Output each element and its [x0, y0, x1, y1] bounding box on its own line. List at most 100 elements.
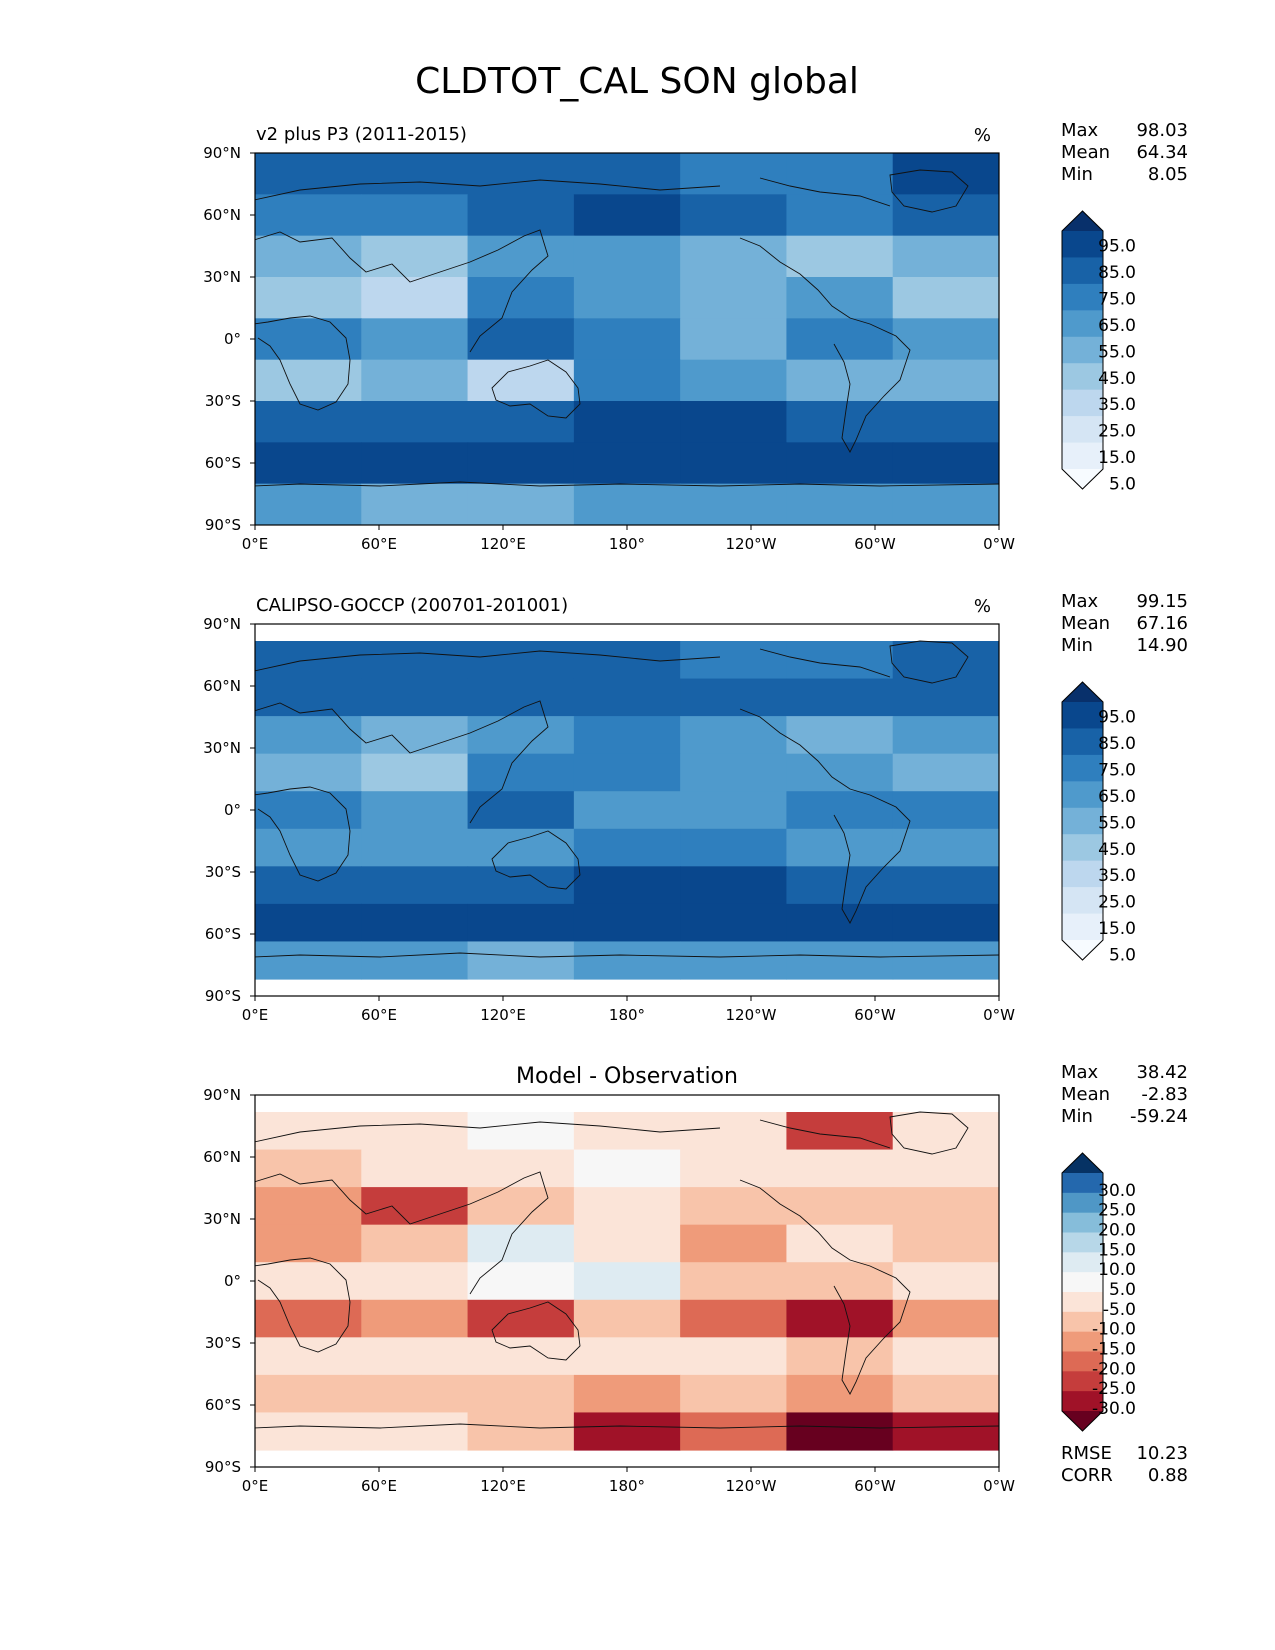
field-cell — [361, 678, 469, 717]
field-cell — [361, 1262, 469, 1301]
x-tick-label: 0°E — [242, 1477, 269, 1495]
coastline — [255, 786, 351, 882]
field-cell — [467, 1299, 575, 1338]
field-cell — [361, 1187, 469, 1226]
field-cell — [255, 716, 362, 755]
colorbar-segment — [1062, 1173, 1103, 1194]
field-cell — [255, 1224, 362, 1263]
field-cell — [573, 359, 681, 402]
field-cell — [361, 1412, 469, 1451]
colorbar-tick-label: 75.0 — [1098, 289, 1136, 309]
field-cell — [892, 442, 999, 485]
colorbar-segment — [1062, 754, 1103, 782]
field-cell — [680, 716, 788, 755]
field-cell — [361, 753, 469, 792]
coastline — [255, 700, 549, 824]
x-tick-label: 0°W — [983, 535, 1015, 553]
field-cell — [573, 194, 681, 237]
field-cell — [786, 1187, 894, 1226]
colorbar-segment — [1062, 310, 1103, 338]
field-cell — [467, 235, 575, 278]
field-cell — [255, 1187, 362, 1226]
field-cell — [786, 235, 894, 278]
colorbar-segment — [1062, 781, 1103, 809]
colorbar-segment — [1062, 442, 1103, 470]
x-tick-label: 60°E — [361, 1006, 397, 1024]
field-cell — [680, 401, 788, 443]
field-cell — [786, 1224, 894, 1263]
field-cell — [573, 483, 681, 525]
coastline — [255, 1171, 549, 1295]
field-cell — [361, 153, 469, 195]
stat-label: Mean — [1061, 613, 1110, 634]
field-cell — [467, 678, 575, 717]
field-cell — [786, 153, 894, 195]
x-tick-label: 0°E — [242, 535, 269, 553]
field-cell — [573, 1187, 681, 1226]
field-cell — [361, 1374, 469, 1414]
colorbar-segment — [1062, 1351, 1103, 1372]
y-tick-label: 60°S — [205, 1396, 241, 1414]
colorbar-segment — [1062, 834, 1103, 862]
field-cell — [361, 1337, 469, 1376]
field-cell — [467, 1112, 575, 1151]
coastline — [255, 481, 999, 487]
field-cell — [467, 753, 575, 792]
x-tick-label: 120°W — [726, 535, 777, 553]
stat-label: Min — [1061, 635, 1093, 656]
field-cell — [892, 1149, 999, 1188]
colorbar-tick-label: -20.0 — [1092, 1359, 1136, 1379]
y-tick-label: 90°N — [203, 615, 241, 633]
field-cell — [892, 716, 999, 755]
stat-value: 38.42 — [1136, 1062, 1188, 1083]
colorbar-tick-label: 45.0 — [1098, 840, 1136, 860]
colorbar-tick-label: 55.0 — [1098, 342, 1136, 362]
colorbar-segment — [1062, 1192, 1103, 1214]
field-cell — [573, 716, 681, 755]
colorbar-segment — [1062, 702, 1103, 729]
colorbar-tick-label: 30.0 — [1098, 1181, 1136, 1201]
colorbar-tick-label: 5.0 — [1109, 1280, 1136, 1300]
field-cell — [255, 1337, 362, 1376]
field-cell — [786, 941, 894, 980]
field-cell — [255, 791, 362, 830]
x-tick-label: 180° — [609, 1006, 645, 1024]
field-cell — [573, 401, 681, 443]
colorbar-tick-label: -10.0 — [1092, 1320, 1136, 1340]
x-tick-label: 60°E — [361, 535, 397, 553]
field-cell — [467, 866, 575, 905]
coastline — [739, 237, 911, 453]
field-cell — [573, 941, 681, 980]
field-cell — [467, 1374, 575, 1414]
colorbar-tick-label: 55.0 — [1098, 813, 1136, 833]
field-cell — [467, 483, 575, 525]
field-cell — [680, 1112, 788, 1151]
field-cell — [892, 1374, 999, 1414]
field-cell — [467, 1224, 575, 1263]
field-cell — [680, 866, 788, 905]
colorbar-segment — [1062, 336, 1103, 364]
y-tick-label: 30°N — [203, 268, 241, 286]
field-cell — [573, 1262, 681, 1301]
stat-label: Min — [1061, 164, 1093, 185]
x-tick-label: 120°E — [480, 1006, 526, 1024]
figure-title: CLDTOT_CAL SON global — [415, 61, 859, 102]
colorbar-segment — [1062, 1272, 1103, 1293]
y-tick-label: 60°S — [205, 454, 241, 472]
field-cell — [467, 1262, 575, 1301]
field-cell — [680, 1299, 788, 1338]
stat-label: Mean — [1061, 1084, 1110, 1105]
field-cell — [467, 828, 575, 867]
field-cell — [361, 641, 469, 680]
coastline — [889, 1111, 969, 1155]
field-cell — [361, 401, 469, 443]
y-tick-label: 30°S — [205, 863, 241, 881]
field-cell — [892, 1337, 999, 1376]
stat-value: 8.05 — [1148, 164, 1188, 185]
colorbar-tick-label: 45.0 — [1098, 369, 1136, 389]
coastline — [759, 177, 891, 207]
coastline — [255, 315, 351, 411]
field-cell — [255, 941, 362, 980]
field-cell — [573, 1112, 681, 1151]
stat-label: Max — [1061, 120, 1099, 141]
